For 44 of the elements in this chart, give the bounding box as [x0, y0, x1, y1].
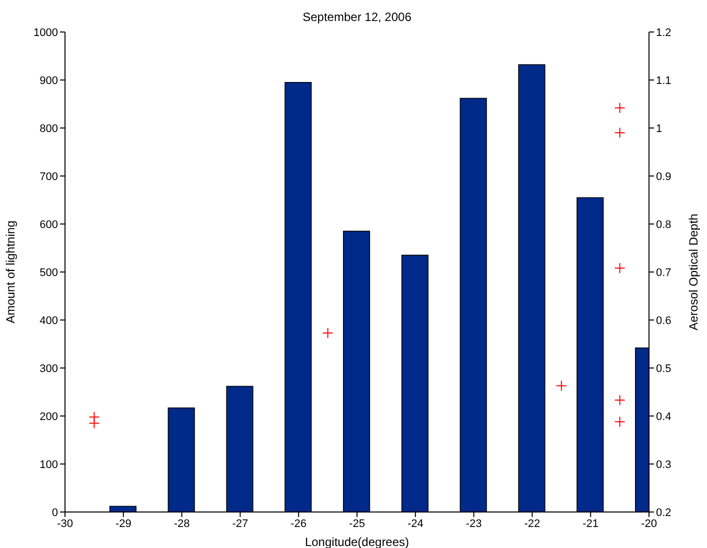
- y-tick-label: 600: [40, 218, 58, 231]
- y-tick-label: 700: [40, 170, 58, 183]
- point: [88, 418, 100, 429]
- y2-tick-label: 0.5: [656, 362, 672, 375]
- y-tick-label: 200: [40, 410, 58, 423]
- x-tick-label: -22: [524, 518, 540, 530]
- y-tick-label: 300: [40, 362, 58, 375]
- point: [614, 416, 626, 428]
- y-tick-label: 0: [52, 506, 58, 519]
- x-tick-label: -25: [349, 518, 365, 530]
- x-tick-label: -23: [466, 518, 482, 530]
- point: [614, 127, 626, 138]
- y-tick-label: 100: [40, 458, 58, 471]
- y2-tick-label: 1.1: [656, 74, 672, 87]
- x-tick-label: -30: [57, 518, 73, 530]
- x-tick-label: -28: [174, 518, 190, 530]
- x-tick-label: -20: [641, 518, 657, 530]
- x-tick-label: -29: [115, 518, 132, 530]
- x-tick-label: -26: [290, 518, 307, 530]
- y2-tick-label: 0.8: [656, 218, 672, 231]
- x-tick-label: -21: [582, 518, 599, 530]
- y-tick-label: 500: [40, 266, 58, 279]
- point: [322, 327, 334, 338]
- point: [614, 102, 626, 114]
- y2-tick-label: 1: [656, 122, 662, 135]
- y2-axis-title: Aerosol Optical Depth: [686, 214, 700, 330]
- y2-tick-label: 0.2: [656, 506, 672, 519]
- y-axis-title: Amount of lightning: [3, 220, 18, 324]
- y-tick-label: 900: [40, 74, 58, 87]
- y2-tick-label: 0.3: [656, 458, 672, 471]
- chart-title: September 12, 2006: [302, 10, 412, 24]
- point: [614, 394, 626, 406]
- y2-tick-label: 0.4: [656, 410, 672, 423]
- y2-tick-label: 1.2: [656, 26, 672, 39]
- y2-tick-label: 0.9: [656, 170, 672, 183]
- y-tick-label: 400: [40, 314, 58, 327]
- x-tick-label: -27: [232, 518, 248, 530]
- y-tick-label: 800: [40, 122, 58, 135]
- y2-tick-label: 0.6: [656, 314, 672, 327]
- y2-tick-label: 0.7: [656, 266, 672, 279]
- point: [556, 380, 567, 392]
- y-tick-label: 1000: [34, 26, 58, 39]
- point: [614, 262, 626, 274]
- x-tick-label: -24: [407, 518, 424, 530]
